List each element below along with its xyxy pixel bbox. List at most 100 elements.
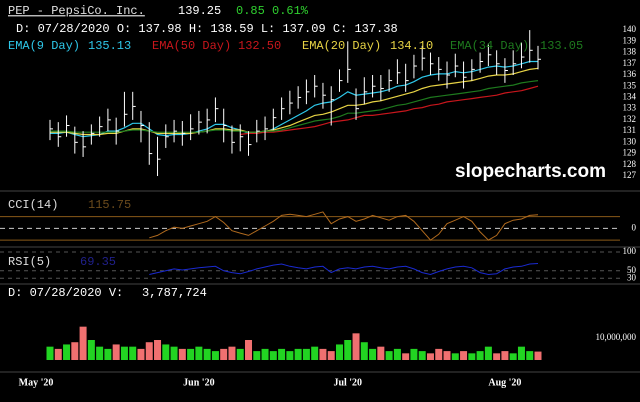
volume-bar [187,348,195,360]
legend-value: 134.10 [390,39,433,53]
y-tick-label: 128 [623,159,637,169]
volume-bar [435,348,443,360]
ohlc-readout: D: 07/28/2020 O: 137.98 H: 138.59 L: 137… [16,22,398,36]
volume-bar [360,342,368,360]
volume-bar [484,346,492,360]
legend-value: 135.13 [88,39,131,53]
x-tick-label: May '20 [19,377,54,388]
volume-bar [517,346,525,360]
volume-bar [311,346,319,360]
volume-bar [426,353,434,360]
y-tick-label: 133 [623,103,637,113]
volume-bar [104,348,112,360]
volume-bar [278,348,286,360]
volume-bar [344,340,352,360]
volume-bar [319,348,327,360]
volume-bar [493,353,501,360]
volume-bar [96,346,104,360]
y-tick-label: 10,000,000 [596,332,637,342]
watermark: slopecharts.com [455,161,606,182]
volume-bar [534,351,542,360]
volume-bar [294,348,302,360]
volume-bar [228,346,236,360]
x-tick-label: Aug '20 [488,377,521,388]
last-price: 139.25 [178,4,221,18]
volume-bar [54,348,62,360]
volume-bar [195,346,203,360]
ema-line [50,60,538,138]
volume-bar [501,351,509,360]
y-tick-label: 138 [623,47,637,57]
y-tick-label: 131 [623,125,637,135]
legend-value: 133.05 [540,39,583,53]
volume-bar [236,348,244,360]
legend-name: EMA(9 Day) [8,39,80,53]
volume-bar [410,348,418,360]
legend-name: EMA(34 Day) [450,39,529,53]
ema-line [50,80,539,133]
volume-bar [46,346,54,360]
volume-bar [302,348,310,360]
volume-bar [451,353,459,360]
y-tick-label: 139 [623,35,637,45]
cci-label: CCI(14) [8,198,58,212]
x-tick-label: Jul '20 [333,377,362,388]
volume-bar [385,351,393,360]
volume-bar [120,346,128,360]
volume-bar [79,326,87,360]
volume-bar [253,351,261,360]
volume-bar [460,351,468,360]
volume-bar [203,348,211,360]
y-tick-label: 134 [623,92,637,102]
volume-bar [154,340,162,360]
volume-bar [402,353,410,360]
legend-name: EMA(20 Day) [302,39,381,53]
y-tick-label: 129 [623,148,637,158]
volume-bar [178,348,186,360]
volume-bar [170,346,178,360]
volume-bar [509,353,517,360]
volume-bar [220,348,228,360]
volume-bar [335,344,343,360]
y-tick-label: 132 [623,114,637,124]
volume-label: D: 07/28/2020 V: [8,286,123,300]
volume-bar [418,351,426,360]
x-tick-label: Jun '20 [183,377,214,388]
ema-line [240,85,539,136]
legend-value: 132.50 [238,39,281,53]
volume-bar [393,348,401,360]
volume-bar [476,351,484,360]
volume-bar [269,351,277,360]
volume-bar [377,346,385,360]
rsi-label: RSI(5) [8,255,51,269]
y-tick-label: 50 [627,265,637,275]
volume-bar [286,351,294,360]
volume-bar [526,351,534,360]
y-tick-label: 100 [623,246,637,256]
volume-bar [352,333,360,360]
rsi-value: 69.35 [80,255,116,269]
legend-name: EMA(50 Day) [152,39,231,53]
y-tick-label: 30 [627,272,637,282]
volume-bar [87,340,95,360]
symbol-title: PEP - PepsiCo. Inc. [8,4,145,18]
volume-bar [145,342,153,360]
volume-bar [129,346,137,360]
volume-bar [63,344,71,360]
y-tick-label: 130 [623,136,637,146]
rsi-line [149,263,539,276]
volume-bar [443,351,451,360]
price-change: 0.85 0.61% [236,4,309,18]
volume-bar [211,351,219,360]
y-tick-label: 127 [623,170,637,180]
volume-bar [261,348,269,360]
y-tick-label: 135 [623,80,637,90]
ema-line [50,67,539,136]
y-tick-label: 137 [623,58,637,68]
volume-bar [137,348,145,360]
y-tick-label: 0 [632,222,637,232]
y-tick-label: 140 [623,24,637,34]
volume-bar [245,340,253,360]
y-tick-label: 136 [623,69,637,79]
volume-value: 3,787,724 [142,286,207,300]
